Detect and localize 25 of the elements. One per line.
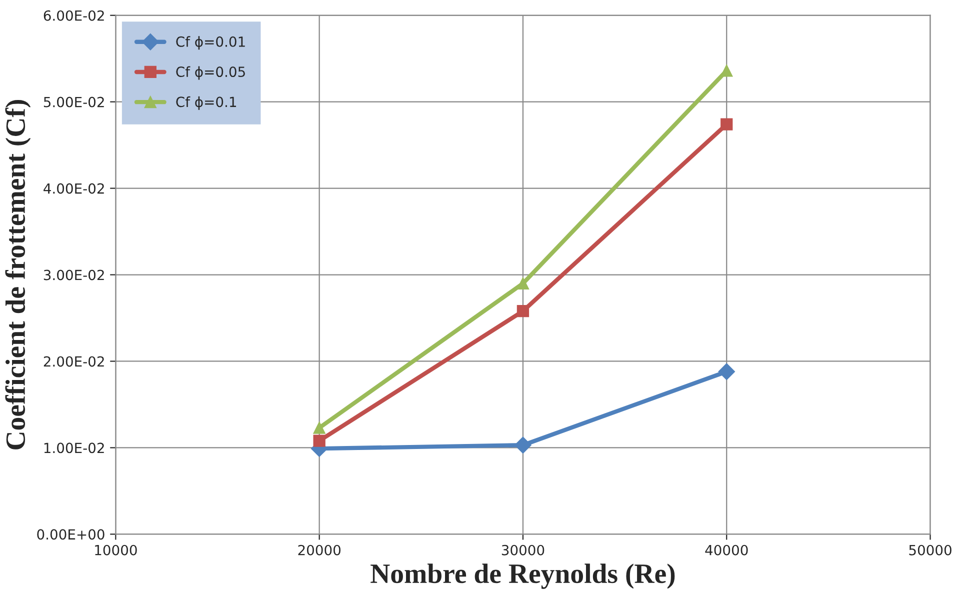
point [718, 363, 735, 380]
x-tick-label: 50000 [909, 544, 952, 556]
y-tick-label: 0.00E+00 [37, 529, 104, 540]
y-tick-label: 5.00E-02 [44, 96, 104, 108]
y-tick-label: 3.00E-02 [44, 270, 104, 280]
y-tick-label: 2.00E-02 [44, 356, 104, 367]
x-tick-label: 30000 [502, 544, 544, 556]
x-axis-title: Nombre de Reynolds (Re) [370, 564, 675, 589]
y-axis-title: Coefficient de frottement (Cf) [5, 100, 31, 450]
point [720, 64, 733, 77]
point [514, 436, 532, 454]
x-tick-label: 20000 [298, 544, 340, 556]
point [313, 434, 326, 447]
point [516, 277, 530, 290]
y-tick-label: 1.00E-02 [44, 442, 104, 454]
legend-label: Cf ϕ=0.1 [176, 96, 236, 110]
legend-label: Cf ϕ=0.01 [176, 36, 245, 50]
point [516, 305, 530, 318]
legend-label: Cf ϕ=0.05 [176, 66, 245, 80]
point [313, 422, 326, 434]
point [720, 118, 733, 130]
x-tick-label: 10000 [95, 544, 137, 556]
y-tick-label: 4.00E-02 [44, 183, 104, 194]
x-tick-label: 40000 [705, 544, 748, 556]
y-tick-label: 6.00E-02 [44, 10, 104, 21]
